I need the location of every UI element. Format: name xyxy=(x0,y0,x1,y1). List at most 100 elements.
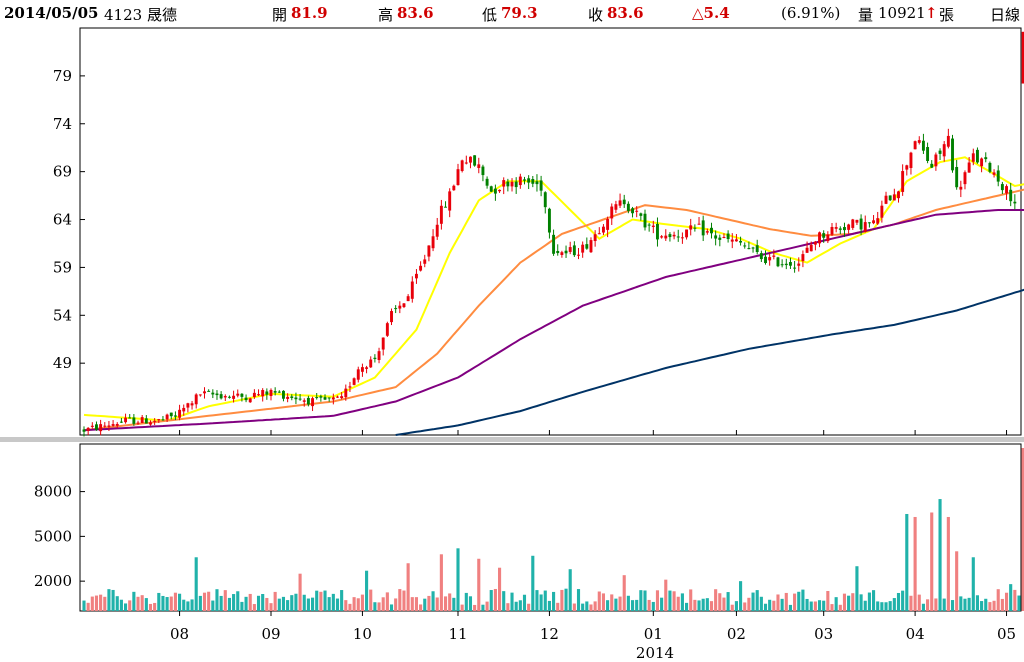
candle-body xyxy=(302,400,306,402)
volume-bars xyxy=(82,448,1024,611)
volume-bar xyxy=(876,601,880,611)
volume-bar xyxy=(261,593,265,611)
volume-bar xyxy=(389,604,394,611)
candle-body xyxy=(705,231,709,233)
candle-body xyxy=(373,357,377,359)
volume-bar xyxy=(198,595,202,611)
month-tick-label: 11 xyxy=(448,625,467,643)
volume-bar xyxy=(298,573,302,611)
volume-bar xyxy=(514,601,518,611)
volume-bar xyxy=(589,604,593,611)
volume-bar xyxy=(456,548,460,611)
candle-body xyxy=(198,394,202,396)
volume-bar xyxy=(842,593,847,611)
candle-body xyxy=(718,237,722,240)
candle-body xyxy=(556,251,560,254)
candle-body xyxy=(813,241,817,245)
candle-body xyxy=(1005,186,1008,194)
volume-bar xyxy=(714,589,718,611)
candle-body xyxy=(514,181,518,188)
candle-body xyxy=(892,194,896,201)
volume-bar xyxy=(427,595,431,611)
volume-bar xyxy=(793,593,797,611)
volume-bar xyxy=(277,598,281,611)
volume-bar xyxy=(813,601,817,611)
quote-header: 2014/05/05 4123 晟德 開 81.9 高 83.6 低 79.3 … xyxy=(0,0,1024,26)
volume-unit: 張 xyxy=(939,6,955,24)
volume-bar xyxy=(955,551,959,611)
volume-bar xyxy=(668,590,672,611)
volume-bar xyxy=(219,595,223,611)
volume-bar xyxy=(402,590,406,611)
volume-bar xyxy=(722,597,726,611)
candle-body xyxy=(331,397,335,400)
candle-body xyxy=(186,403,190,408)
volume-bar xyxy=(930,512,934,611)
volume-bar xyxy=(921,603,925,611)
volume-bar xyxy=(859,594,863,611)
candle-body xyxy=(506,181,510,187)
volume-bar xyxy=(256,595,261,611)
volume-bar xyxy=(689,589,693,611)
candle-body xyxy=(498,189,502,192)
candle-body xyxy=(381,337,385,350)
candle-body xyxy=(901,171,905,192)
volume-bar xyxy=(385,592,389,611)
volume-bar xyxy=(593,601,597,611)
price-panel: 49 54 59 64 69 74 79 xyxy=(53,27,1024,437)
month-tick-label: 03 xyxy=(814,625,833,643)
candle-body xyxy=(340,396,344,399)
candle-body xyxy=(971,153,975,162)
volume-bar xyxy=(464,592,468,611)
candle-body xyxy=(294,397,298,400)
volume-bar xyxy=(560,589,564,611)
volume-axis-ticks: 2000 5000 8000 xyxy=(34,483,85,590)
volume-bar xyxy=(747,597,751,611)
candle-body xyxy=(115,423,119,426)
candle-body xyxy=(385,323,389,336)
year-label: 2014 xyxy=(636,644,674,662)
candle-body xyxy=(651,225,655,227)
candle-body xyxy=(435,224,439,237)
candle-body xyxy=(448,191,452,211)
candle-body xyxy=(996,170,1000,182)
candle-body xyxy=(610,206,614,219)
candle-body xyxy=(161,419,165,421)
month-tick-label: 09 xyxy=(261,625,280,643)
volume-bar xyxy=(759,596,763,611)
candle-body xyxy=(423,259,427,264)
volume-bar xyxy=(290,595,294,611)
volume-bar xyxy=(423,598,427,611)
candle-body xyxy=(207,390,211,392)
candle-body xyxy=(464,162,468,164)
volume-bar xyxy=(901,590,905,611)
candle-body xyxy=(473,155,477,166)
volume-bar xyxy=(281,596,286,611)
volume-bar xyxy=(527,603,531,611)
volume-bar xyxy=(913,516,917,611)
volume-bar xyxy=(963,598,967,611)
stock-name: 4123 晟德 xyxy=(104,6,177,24)
candle-body xyxy=(722,236,726,238)
candle-body xyxy=(111,424,115,426)
candle-body xyxy=(680,237,684,239)
candle-body xyxy=(248,398,252,403)
volume-bar xyxy=(552,591,556,611)
volume-bar xyxy=(1004,592,1009,611)
volume-tick-label: 2000 xyxy=(34,572,72,590)
candle-body xyxy=(410,281,414,299)
month-tick-label: 10 xyxy=(353,625,372,643)
candle-body xyxy=(390,311,393,323)
volume-bar xyxy=(664,579,668,611)
volume-bar xyxy=(1017,595,1021,611)
candle-body xyxy=(414,273,418,279)
volume-bar xyxy=(1000,598,1004,611)
candle-body xyxy=(269,389,273,397)
volume-bar xyxy=(202,592,207,611)
candle-body xyxy=(946,135,950,147)
time-axis: 08 09 10 11 12 01 02 03 04 05 xyxy=(170,430,1016,643)
candle-body xyxy=(165,414,169,420)
candle-body xyxy=(469,156,472,163)
candle-body xyxy=(336,396,339,398)
